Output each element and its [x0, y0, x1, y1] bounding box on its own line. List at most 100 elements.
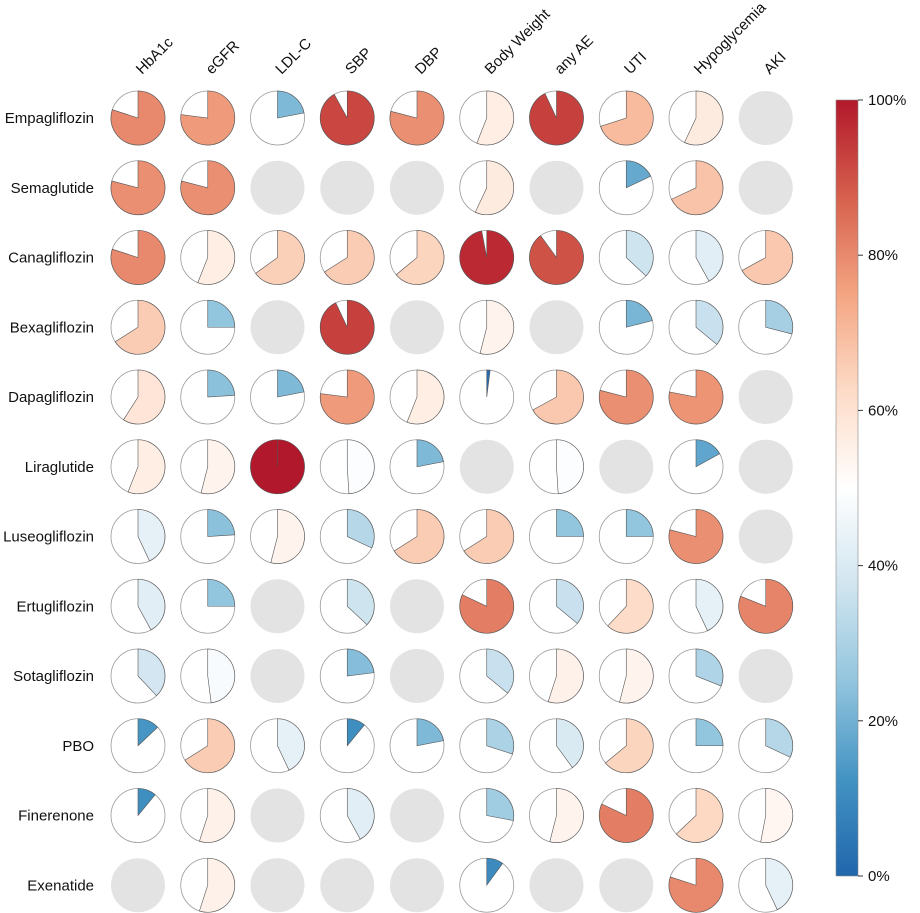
- pie-slice: [395, 230, 445, 285]
- pie-cell-empagliflozin-dbp: [389, 90, 445, 146]
- pie-slice: [393, 509, 445, 564]
- colorbar-tick-label: 40%: [868, 558, 898, 575]
- pie-cell-luseogliflozin-hypoglycemia: [668, 509, 724, 564]
- pie-cell-luseogliflozin-any-ae: [529, 509, 584, 564]
- pie-slice: [532, 369, 584, 425]
- pie-slice: [207, 509, 236, 537]
- pie-cell-empagliflozin-sbp: [319, 90, 375, 146]
- pie-cell-exenatide-dbp: [390, 858, 444, 913]
- pie-slice: [180, 160, 236, 216]
- pie-slice: [556, 439, 584, 495]
- pie-cell-ertugliflozin-any-ae: [529, 578, 584, 634]
- pie-cell-canagliflozin-egfr: [180, 230, 236, 285]
- pie-cell-dapagliflozin-sbp: [319, 369, 375, 425]
- pie-slice: [486, 788, 515, 821]
- pie-slice: [199, 857, 236, 913]
- row-label-semaglutide: Semaglutide: [11, 180, 94, 197]
- pie-cell-bexagliflozin-any-ae: [529, 300, 584, 355]
- pie-cell-exenatide-sbp: [320, 858, 375, 913]
- pie-cell-ertugliflozin-uti: [598, 578, 654, 634]
- empty-cell: [738, 509, 793, 564]
- pie-slice: [255, 230, 305, 285]
- pie-cell-bexagliflozin-ldl-c: [250, 300, 305, 355]
- pie-cell-sotagliflozin-ldl-c: [250, 649, 305, 703]
- pie-cell-sotagliflozin-aki: [738, 649, 793, 703]
- pie-cell-exenatide-uti: [599, 858, 654, 913]
- pie-cell-sotagliflozin-egfr: [180, 648, 236, 704]
- row-label-dapagliflozin: Dapagliflozin: [8, 389, 94, 406]
- pie-cell-liraglutide-aki: [738, 439, 793, 494]
- pie-slice: [738, 578, 794, 634]
- pie-cell-exenatide-ldl-c: [250, 858, 305, 913]
- column-label-hba1c: HbA1c: [133, 34, 177, 78]
- column-label-aki: AKI: [761, 49, 790, 78]
- pie-cell-dapagliflozin-ldl-c: [250, 369, 305, 425]
- pie-cell-empagliflozin-aki: [738, 91, 793, 145]
- pie-cell-sotagliflozin-any-ae: [529, 648, 584, 704]
- pie-cell-finerenone-hba1c: [110, 788, 166, 843]
- empty-cell: [390, 300, 444, 355]
- pie-cell-semaglutide-body-weight: [459, 160, 515, 216]
- pie-cell-empagliflozin-uti: [598, 90, 654, 146]
- pie-cell-dapagliflozin-egfr: [180, 369, 236, 425]
- pie-cell-liraglutide-egfr: [180, 439, 236, 495]
- pie-slice: [695, 299, 724, 345]
- pie-cell-canagliflozin-any-ae: [529, 230, 584, 285]
- pie-cell-sotagliflozin-uti: [598, 648, 654, 704]
- pie-slice: [459, 578, 515, 634]
- pie-cell-exenatide-hba1c: [111, 858, 165, 913]
- pie-cell-liraglutide-any-ae: [529, 439, 584, 495]
- pie-slice: [695, 230, 724, 282]
- pie-slice: [486, 857, 504, 887]
- pie-cell-bexagliflozin-dbp: [390, 300, 444, 355]
- pie-cell-pbo-ldl-c: [250, 718, 305, 774]
- pie-slice: [463, 509, 515, 564]
- pie-slice: [668, 857, 724, 913]
- pie-slice: [416, 439, 444, 468]
- pie-cell-semaglutide-ldl-c: [250, 160, 305, 215]
- empty-cell: [529, 858, 584, 913]
- pie-cell-exenatide-hypoglycemia: [668, 857, 724, 913]
- empty-cell: [390, 649, 444, 703]
- pie-cell-ertugliflozin-ldl-c: [250, 579, 305, 634]
- pie-slice: [324, 230, 375, 285]
- pie-cell-finerenone-any-ae: [529, 788, 584, 843]
- pie-slice: [760, 788, 794, 843]
- pie-slice: [556, 578, 584, 624]
- pie-slice: [270, 509, 305, 564]
- pie-cell-finerenone-aki: [738, 788, 794, 843]
- pie-slice: [671, 160, 724, 216]
- pie-slice: [184, 718, 236, 774]
- pie-slice: [486, 718, 515, 755]
- pie-slice: [684, 90, 724, 146]
- pie-cell-ertugliflozin-sbp: [319, 578, 375, 634]
- empty-cell: [320, 160, 375, 215]
- pie-cell-sotagliflozin-sbp: [319, 648, 375, 704]
- empty-cell: [250, 160, 305, 215]
- pie-cell-empagliflozin-ldl-c: [250, 90, 305, 146]
- pie-slice: [556, 718, 584, 769]
- row-labels: Empagliflozin Semaglutide Canagliflozin Bex…: [3, 110, 94, 894]
- row-label-finerenone: Finerenone: [18, 808, 94, 825]
- pie-slice: [114, 299, 166, 355]
- pie-cell-luseogliflozin-uti: [598, 509, 654, 564]
- pie-slice: [625, 509, 654, 537]
- pie-slice: [277, 718, 305, 771]
- pie-slice: [625, 230, 654, 277]
- empty-cell: [738, 160, 793, 215]
- pie-slice: [549, 788, 584, 843]
- pie-cell-pbo-hba1c: [110, 718, 166, 774]
- pie-cell-ertugliflozin-aki: [738, 578, 794, 634]
- row-label-ertugliflozin: Ertugliflozin: [16, 598, 94, 615]
- pie-cell-liraglutide-hypoglycemia: [668, 439, 724, 495]
- colorbar-tick-label: 60%: [868, 402, 898, 419]
- pie-slice: [668, 509, 724, 564]
- pie-slice: [695, 439, 721, 468]
- pie-slice: [605, 718, 654, 774]
- pie-slice: [529, 230, 584, 285]
- pie-slice: [459, 230, 515, 285]
- pie-slice: [110, 90, 166, 146]
- pie-cell-liraglutide-uti: [599, 439, 654, 494]
- pie-cell-liraglutide-body-weight: [459, 439, 514, 494]
